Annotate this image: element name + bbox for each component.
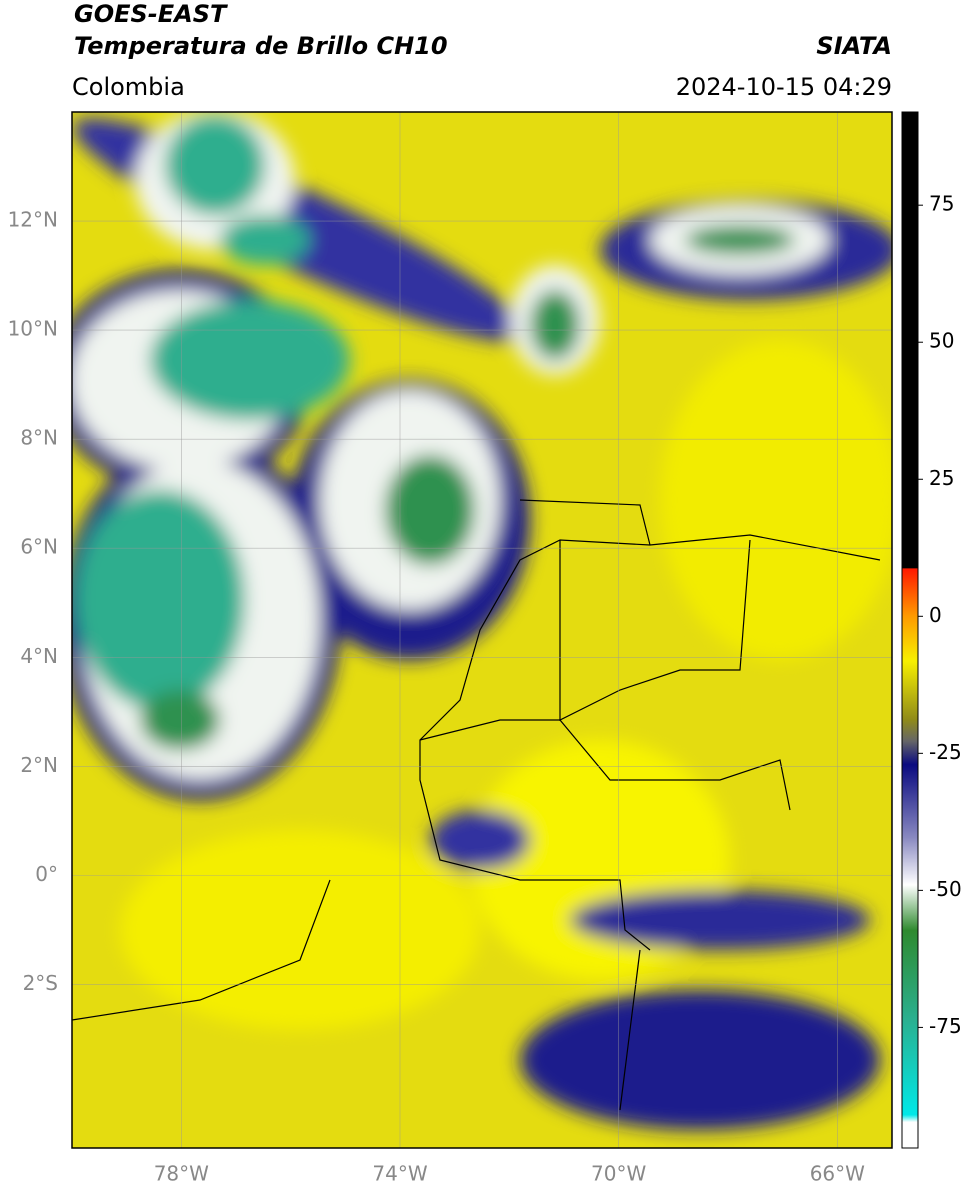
colorbar xyxy=(901,111,919,1149)
colorbar-tick-label: -25 xyxy=(929,740,962,764)
colorbar-tick-label: -50 xyxy=(929,877,962,901)
y-tick-label: 2°N xyxy=(20,753,58,777)
y-tick-label: 12°N xyxy=(8,208,58,232)
datetime: 2024-10-15 04:29 xyxy=(676,73,892,101)
title-line2: Temperatura de Brillo CH10 xyxy=(74,32,448,60)
title-line1: GOES-EAST xyxy=(74,0,228,28)
source: SIATA xyxy=(816,32,892,60)
y-tick-label: 10°N xyxy=(8,317,58,341)
colorbar-tick-label: -75 xyxy=(929,1014,962,1038)
y-tick-label: 8°N xyxy=(20,426,58,450)
y-tick-label: 4°N xyxy=(20,644,58,668)
map-frame xyxy=(71,111,893,1149)
region: Colombia xyxy=(72,73,185,101)
x-tick-label: 74°W xyxy=(372,1162,427,1186)
colorbar-tick-label: 25 xyxy=(929,466,954,490)
y-tick-label: 6°N xyxy=(20,535,58,559)
y-tick-label: 0° xyxy=(35,862,58,886)
colorbar-tick-label: 0 xyxy=(929,603,942,627)
y-tick-label: 2°S xyxy=(23,971,58,995)
x-tick-label: 66°W xyxy=(810,1162,865,1186)
x-tick-label: 78°W xyxy=(154,1162,209,1186)
colorbar-tick-label: 50 xyxy=(929,329,954,353)
x-tick-label: 70°W xyxy=(591,1162,646,1186)
colorbar-tick-label: 75 xyxy=(929,192,954,216)
satellite-image xyxy=(72,112,892,1148)
